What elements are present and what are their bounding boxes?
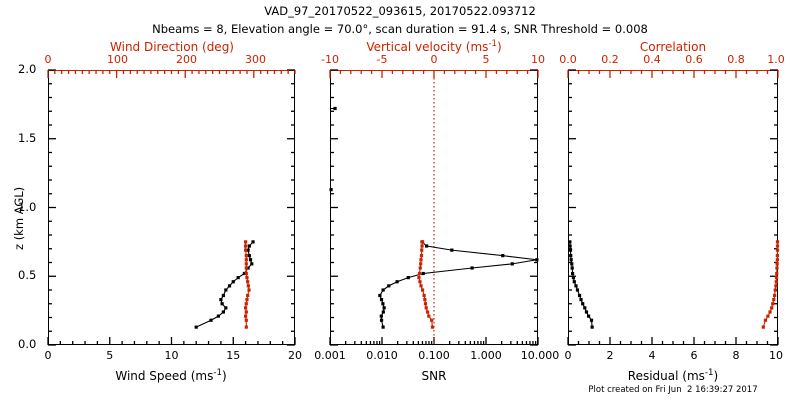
panel2-bottom-tick-0: 0.001	[314, 349, 346, 362]
panel3-bottom-tick-1: 2	[606, 349, 614, 362]
panel3-bottom-tick-3: 6	[690, 349, 698, 362]
panel3-bottom-axis-title-exp: -1	[704, 368, 714, 378]
panel3-bottom-tick-2: 4	[648, 349, 656, 362]
panel3-bottom-axis-title-close: )	[713, 369, 719, 383]
panel1-bottom-tick-0: 0	[44, 349, 52, 362]
panel1-top-tick-1: 100	[107, 53, 128, 66]
y-axis-label: z (km AGL)	[12, 186, 26, 250]
panel2-top-axis-title-exp: -1	[488, 39, 497, 49]
panel1-bottom-axis-title-exp: -1	[213, 368, 222, 378]
panel2-top-tick-4: 10	[531, 53, 545, 66]
y-tick-label-1: 0.5	[18, 268, 37, 283]
panel1-top-tick-2: 200	[176, 53, 197, 66]
y-tick-label-4: 2.0	[18, 62, 37, 76]
panel3-top-tick-4: 0.8	[727, 53, 745, 66]
panel-wind-speed-direction	[48, 70, 295, 345]
y-tick-label-3: 1.5	[18, 130, 37, 145]
panel2-top-axis-title-text: Vertical velocity (ms	[366, 40, 489, 54]
panel1-bottom-tick-4: 20	[288, 349, 302, 362]
panel3-top-tick-1: 0.2	[601, 53, 619, 66]
panel2-bottom-tick-1: 0.010	[366, 349, 398, 362]
panel1-bottom-tick-1: 5	[106, 349, 114, 362]
panel1-bottom-tick-2: 10	[164, 349, 179, 362]
figure-subtitle: Nbeams = 8, Elevation angle = 70.0°, sca…	[152, 22, 648, 36]
panel2-top-tick-1: -5	[376, 53, 388, 66]
panel1-top-tick-0: 0	[44, 53, 52, 66]
panel3-top-axis-title: Correlation	[639, 40, 707, 54]
plot-created-footer: Plot created on Fri Jun 2 16:39:27 2017	[588, 385, 758, 395]
panel1-bottom-axis-title: Wind Speed (ms-1)	[115, 368, 227, 383]
y-tick-label-2: 1.0	[18, 199, 37, 214]
panel3-bottom-axis-title-text: Residual (ms	[627, 369, 705, 383]
panel2-top-tick-0: -10	[321, 53, 339, 66]
panel3-bottom-tick-4: 8	[732, 349, 740, 362]
panel2-bottom-tick-3: 1.000	[470, 349, 502, 362]
panel2-top-tick-3: 5	[482, 53, 490, 66]
panel3-bottom-axis-title: Residual (ms-1)	[627, 368, 719, 383]
panel3-top-tick-2: 0.4	[643, 53, 661, 66]
panel1-bottom-axis-title-close: )	[221, 369, 227, 383]
panel2-top-tick-2: 0	[430, 53, 438, 66]
panel2-bottom-axis-title: SNR	[421, 369, 447, 383]
figure-title: VAD_97_20170522_093615, 20170522.093712	[264, 4, 536, 18]
panel3-bottom-tick-5: 10	[769, 349, 783, 362]
panel2-bottom-tick-2: 0.100	[418, 349, 450, 362]
panel1-bottom-tick-3: 15	[226, 349, 241, 362]
panel3-top-tick-0: 0.0	[559, 53, 577, 66]
panel-snr-vertical-velocity	[330, 70, 538, 345]
panel1-top-tick-3: 300	[245, 53, 266, 66]
panel1-bottom-axis-title-text: Wind Speed (ms	[115, 369, 214, 383]
y-tick-label-0: 0.0	[18, 337, 37, 351]
panel2-bottom-tick-4: 10.000	[520, 349, 560, 362]
panel2-top-axis-title: Vertical velocity (ms-1)	[366, 39, 502, 54]
panel2-top-axis-title-close: )	[497, 40, 502, 54]
panel-residual-correlation	[568, 70, 778, 345]
panel3-top-tick-5: 1.0	[767, 53, 785, 66]
panel1-top-axis-title: Wind Direction (deg)	[110, 40, 234, 54]
panel3-bottom-tick-0: 0	[564, 349, 572, 362]
panel3-top-tick-3: 0.6	[685, 53, 703, 66]
